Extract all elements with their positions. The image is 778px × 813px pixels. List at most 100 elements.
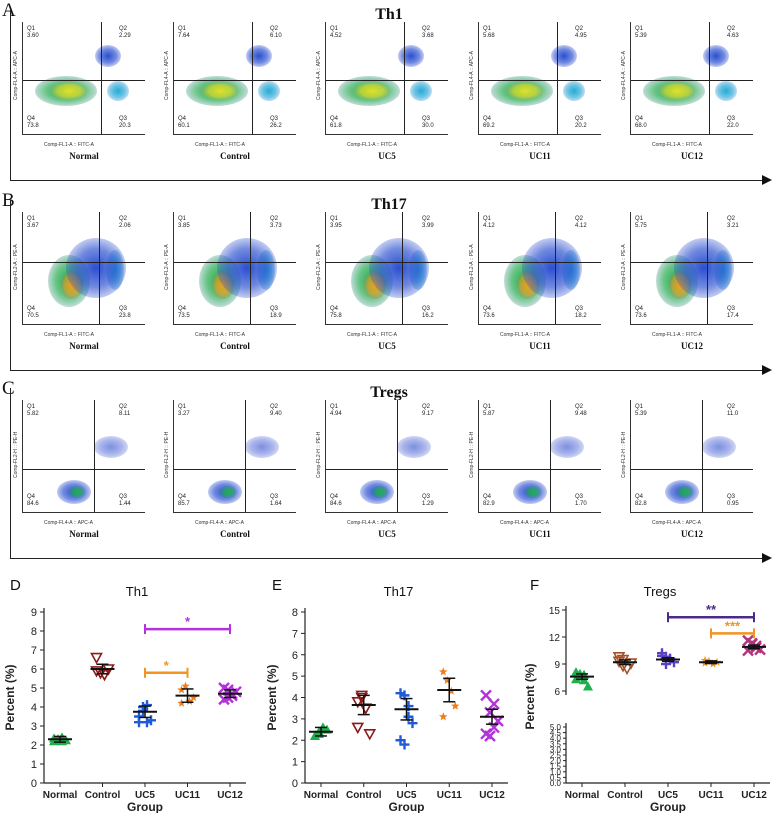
data-point-triangle-down	[363, 729, 377, 741]
quadrant-value: 68.0	[635, 123, 647, 129]
quadrant-label-q4: Q4 69.2	[483, 116, 495, 130]
density-blob	[202, 82, 239, 101]
density-blob	[396, 436, 431, 459]
group-label-uc11: UC11	[529, 151, 551, 161]
quadrant-name: Q1	[27, 404, 36, 410]
quadrant-name: Q4	[635, 494, 644, 500]
quadrant-name: Q4	[330, 494, 339, 500]
quadrant-value: 1.44	[119, 501, 131, 507]
density-blob	[68, 485, 85, 498]
data-point-triangle-down	[624, 658, 638, 670]
quadrant-name: Q2	[270, 404, 279, 410]
quadrant-label-q4: Q4 70.5	[27, 306, 39, 320]
y-axis-label: Comp-FL2-A :: PE-A	[164, 244, 170, 290]
quadrant-label-q3: Q3 23.8	[119, 306, 131, 320]
data-point-plus	[399, 739, 410, 750]
gate-horizontal-line	[326, 80, 448, 82]
quadrant-label-q4: Q4 68.0	[635, 116, 647, 130]
quadrant-label-q1: Q1 5.87	[483, 404, 495, 418]
quadrant-label-q4: Q4 61.8	[330, 116, 342, 130]
data-point-star	[439, 712, 448, 721]
panel-letter-e: E	[272, 577, 282, 594]
x-axis-label: Comp-FL1-A :: FITC-A	[195, 142, 246, 148]
density-blob	[703, 44, 730, 67]
section-arrow-head	[762, 175, 772, 185]
quadrant-name: Q2	[119, 26, 128, 32]
x-tick-label: Normal	[304, 790, 339, 801]
quadrant-name: Q1	[178, 26, 187, 32]
x-axis-label: Comp-FL1-A :: FITC-A	[500, 332, 551, 338]
data-point-x	[484, 730, 496, 742]
density-blob	[371, 485, 388, 498]
y-tick-label: 1	[292, 757, 298, 769]
quadrant-label-q2: Q2 3.21	[727, 216, 739, 230]
density-blob	[563, 81, 586, 102]
chart-title: Th1	[126, 584, 148, 599]
quadrant-name: Q3	[119, 306, 128, 312]
x-axis-label: Comp-FL1-A :: FITC-A	[347, 332, 398, 338]
y-tick-label: 0.5	[550, 773, 562, 782]
quadrant-value: 5.39	[635, 411, 647, 417]
quadrant-name: Q4	[330, 306, 339, 312]
x-axis-label: Comp-FL4-A :: APC-A	[195, 520, 244, 526]
gate-horizontal-line	[23, 262, 145, 264]
gate-vertical-line	[404, 22, 406, 134]
quadrant-label-q2: Q2 3.99	[422, 216, 434, 230]
data-point-x	[488, 698, 500, 710]
quadrant-value: 70.5	[27, 313, 39, 319]
quadrant-name: Q2	[575, 404, 584, 410]
quadrant-label-q1: Q1 3.60	[27, 26, 39, 40]
quadrant-label-q3: Q3 1.44	[119, 494, 131, 508]
quadrant-value: 60.1	[178, 123, 190, 129]
quadrant-name: Q4	[483, 494, 492, 500]
quadrant-label-q4: Q4 82.9	[483, 494, 495, 508]
quadrant-label-q1: Q1 3.27	[178, 404, 190, 418]
group-label-control: Control	[220, 529, 250, 539]
section-arrow-head	[762, 553, 772, 563]
flow-plot-control: Q1 3.27 Q2 9.40 Q3 1.64 Q4 85.7	[173, 400, 296, 513]
quadrant-label-q1: Q1 5.39	[635, 404, 647, 418]
quadrant-label-q4: Q4 73.6	[483, 306, 495, 320]
gate-vertical-line	[401, 212, 403, 324]
quadrant-name: Q3	[270, 306, 279, 312]
gate-horizontal-line	[631, 262, 753, 264]
quadrant-label-q2: Q2 2.29	[119, 26, 131, 40]
y-tick-label: 6	[31, 664, 37, 676]
quadrant-value: 1.29	[422, 501, 434, 507]
x-tick-label: UC11	[698, 790, 723, 801]
gate-horizontal-line	[326, 262, 448, 264]
y-tick-label: 9	[31, 607, 37, 619]
quadrant-label-q1: Q1 7.64	[178, 26, 190, 40]
quadrant-value: 82.9	[483, 501, 495, 507]
quadrant-label-q3: Q3 0.95	[727, 494, 739, 508]
panel-letter-f: F	[530, 577, 539, 594]
quadrant-label-q1: Q1 3.67	[27, 216, 39, 230]
y-axis-label: Comp-FL4-A :: APC-A	[316, 51, 322, 100]
y-tick-label: 6	[292, 650, 298, 662]
quadrant-name: Q1	[330, 26, 339, 32]
quadrant-name: Q2	[422, 216, 431, 222]
y-axis-label: Comp-FL2-A :: PE-A	[621, 244, 627, 290]
quadrant-value: 6.10	[270, 33, 282, 39]
chart-title: Tregs	[644, 584, 677, 599]
quadrant-value: 18.9	[270, 313, 282, 319]
quadrant-value: 5.39	[635, 33, 647, 39]
section-frame	[10, 388, 766, 559]
quadrant-name: Q3	[422, 116, 431, 122]
quadrant-label-q2: Q2 8.11	[119, 404, 130, 418]
x-axis-label: Comp-FL1-A :: FITC-A	[44, 142, 95, 148]
density-blob	[107, 81, 130, 102]
y-tick-label: 1	[31, 759, 37, 771]
quadrant-name: Q1	[483, 26, 492, 32]
density-blob	[354, 82, 391, 101]
y-tick-label: 5	[292, 671, 298, 683]
quadrant-name: Q2	[727, 404, 736, 410]
quadrant-value: 1.64	[270, 501, 282, 507]
gate-vertical-line	[244, 400, 246, 512]
quadrant-value: 4.95	[575, 33, 587, 39]
density-blob	[507, 82, 544, 101]
quadrant-label-q4: Q4 75.8	[330, 306, 342, 320]
quadrant-name: Q4	[635, 116, 644, 122]
data-point-star	[185, 696, 194, 705]
y-axis-title: Percent (%)	[265, 664, 279, 730]
